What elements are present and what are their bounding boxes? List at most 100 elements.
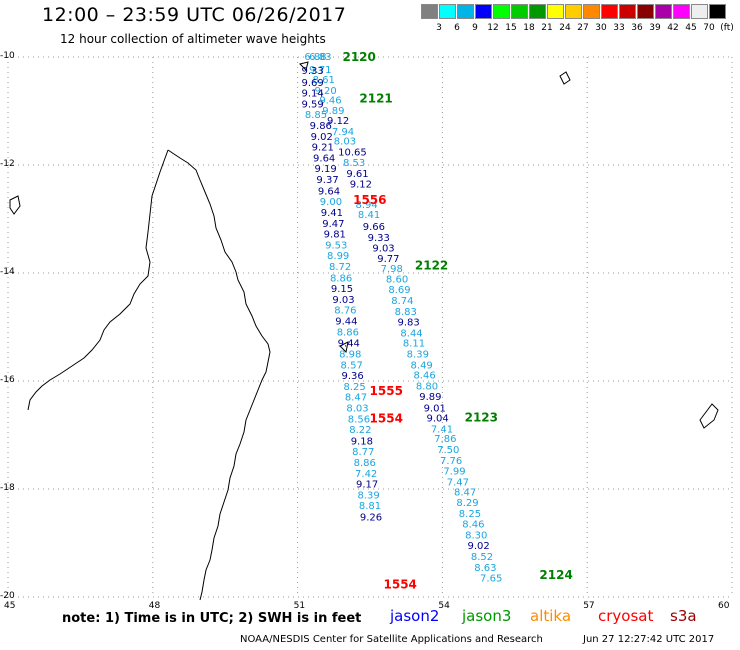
- wave-height-label: 9.44: [338, 339, 360, 350]
- wave-height-label: 9.89: [419, 392, 441, 403]
- scale-label: 42: [667, 23, 679, 33]
- wave-height-label: 9.02: [311, 132, 333, 143]
- wave-height-label: 9.37: [316, 175, 338, 186]
- wave-height-label: 8.63: [474, 563, 496, 574]
- satellite-jason2: jason2: [390, 607, 440, 625]
- wave-height-label: 8.03: [346, 403, 368, 414]
- satellite-jason3: jason3: [462, 607, 512, 625]
- cryosat-pass-1554-1556: 9.339.699.149.598.859.869.029.219.649.19…: [301, 66, 382, 524]
- wave-height-label: 7.50: [437, 445, 459, 456]
- lat-label: -10: [0, 51, 15, 61]
- wave-height-label: 9.14: [301, 89, 323, 100]
- pass-label-1554: 1554: [370, 412, 403, 426]
- wave-height-label: 8.61: [313, 75, 335, 86]
- scale-label: 70: [703, 23, 715, 33]
- wave-height-label: 8.86: [330, 273, 352, 284]
- pass-label-1554: 1554: [384, 578, 417, 592]
- scale-label: 9: [472, 23, 478, 33]
- wave-height-label: 9.81: [324, 230, 346, 241]
- wave-height-label: 9.03: [332, 295, 354, 306]
- wave-height-label: 9.89: [322, 106, 344, 117]
- scale-label: 21: [541, 23, 553, 33]
- wave-height-label: 9.66: [363, 222, 385, 233]
- wave-height-label: 9.17: [356, 480, 378, 491]
- wave-height-label: 6.83: [309, 52, 331, 63]
- wave-height-label: 9.02: [467, 541, 489, 552]
- lat-label: -18: [0, 483, 15, 493]
- wave-height-label: 8.44: [400, 328, 422, 339]
- wave-height-label: 8.80: [416, 381, 438, 392]
- update-time: Jun 27 12:27:42 UTC 2017: [583, 634, 715, 645]
- wave-height-label: 9.46: [319, 96, 341, 107]
- wave-height-label: 9.26: [360, 513, 382, 524]
- islet-1: [9, 195, 21, 215]
- wave-height-label: 8.86: [337, 327, 359, 338]
- wave-height-label: 9.04: [426, 414, 448, 425]
- wave-height-label: 8.99: [327, 251, 349, 262]
- scale-swatch: [439, 4, 456, 19]
- page-title: 12:00 – 23:59 UTC 06/26/2017: [42, 4, 347, 26]
- madagascar-coastline: [167, 149, 271, 601]
- islet-4: [299, 61, 309, 71]
- madagascar-west-coast: [27, 149, 169, 411]
- scale-swatch: [637, 4, 654, 19]
- lon-label: 45: [4, 601, 16, 611]
- wave-height-label: 7.99: [443, 467, 465, 478]
- wave-height-label: 9.61: [346, 169, 368, 180]
- islet-3: [559, 71, 571, 85]
- wave-height-label: 8.69: [388, 285, 410, 296]
- wave-height-label: 9.59: [301, 99, 323, 110]
- wave-height-label: 8.22: [349, 425, 371, 436]
- wave-height-label: 7.94: [332, 127, 354, 138]
- lat-label: -16: [0, 375, 15, 385]
- wave-height-label: 9.83: [398, 318, 420, 329]
- wave-height-label: 8.46: [462, 520, 484, 531]
- wave-height-label: 7.76: [440, 456, 462, 467]
- wave-height-label: 8.41: [358, 210, 380, 221]
- wave-height-label: 8.94: [356, 200, 378, 211]
- pass-label-2124: 2124: [539, 568, 572, 582]
- page-subtitle: 12 hour collection of altimeter wave hei…: [60, 32, 326, 46]
- scale-label: 6: [454, 23, 460, 33]
- scale-label: 24: [559, 23, 571, 33]
- scale-label: 3: [436, 23, 442, 33]
- scale-swatch: [601, 4, 618, 19]
- wave-height-label: 8.25: [343, 382, 365, 393]
- wave-height-label: 8.76: [334, 306, 356, 317]
- pass-labels: 2120 2121 1556 2122 1555 1554 2123 2124 1554: [342, 50, 572, 592]
- scale-label: 27: [577, 23, 589, 33]
- wave-height-label: 8.49: [411, 360, 433, 371]
- wave-height-label: 8.52: [471, 552, 493, 563]
- pass-label-1556: 1556: [353, 193, 386, 207]
- lat-label: -20: [0, 591, 15, 601]
- wave-height-label: 9.33: [301, 66, 323, 77]
- wave-height-label: 8.83: [395, 307, 417, 318]
- lat-lon-grid: [7, 56, 733, 598]
- islet-5: [339, 341, 349, 354]
- wave-height-label: 9.64: [318, 186, 340, 197]
- scale-label: 45: [685, 23, 697, 33]
- wave-height-label: 9.12: [350, 179, 372, 190]
- wave-height-label: 9.15: [331, 284, 353, 295]
- satellite-s3a: s3a: [670, 607, 697, 625]
- wave-height-label: 8.77: [352, 447, 374, 458]
- pass-label-2121: 2121: [359, 92, 392, 106]
- wave-height-label: 9.64: [313, 153, 335, 164]
- scale-label: 30: [595, 23, 607, 33]
- scale-swatch: [421, 4, 438, 19]
- wave-height-label: 8.98: [339, 349, 361, 360]
- wave-height-label: 9.00: [320, 197, 342, 208]
- wave-height-label: 9.21: [312, 143, 334, 154]
- wave-height-label: 9.03: [372, 244, 394, 255]
- scale-swatch: [565, 4, 582, 19]
- altimeter-tracks: 6.886.839.718.619.209.469.899.127.948.03…: [301, 52, 502, 585]
- wave-height-label: 9.71: [309, 65, 331, 76]
- lon-label: 60: [718, 601, 730, 611]
- wave-height-label: 8.53: [343, 158, 365, 169]
- wave-height-label: 9.01: [424, 403, 446, 414]
- wave-height-label: 9.53: [325, 240, 347, 251]
- wave-height-label: 8.25: [459, 509, 481, 520]
- wave-height-label: 8.81: [359, 501, 381, 512]
- pass-label-2120: 2120: [342, 50, 375, 64]
